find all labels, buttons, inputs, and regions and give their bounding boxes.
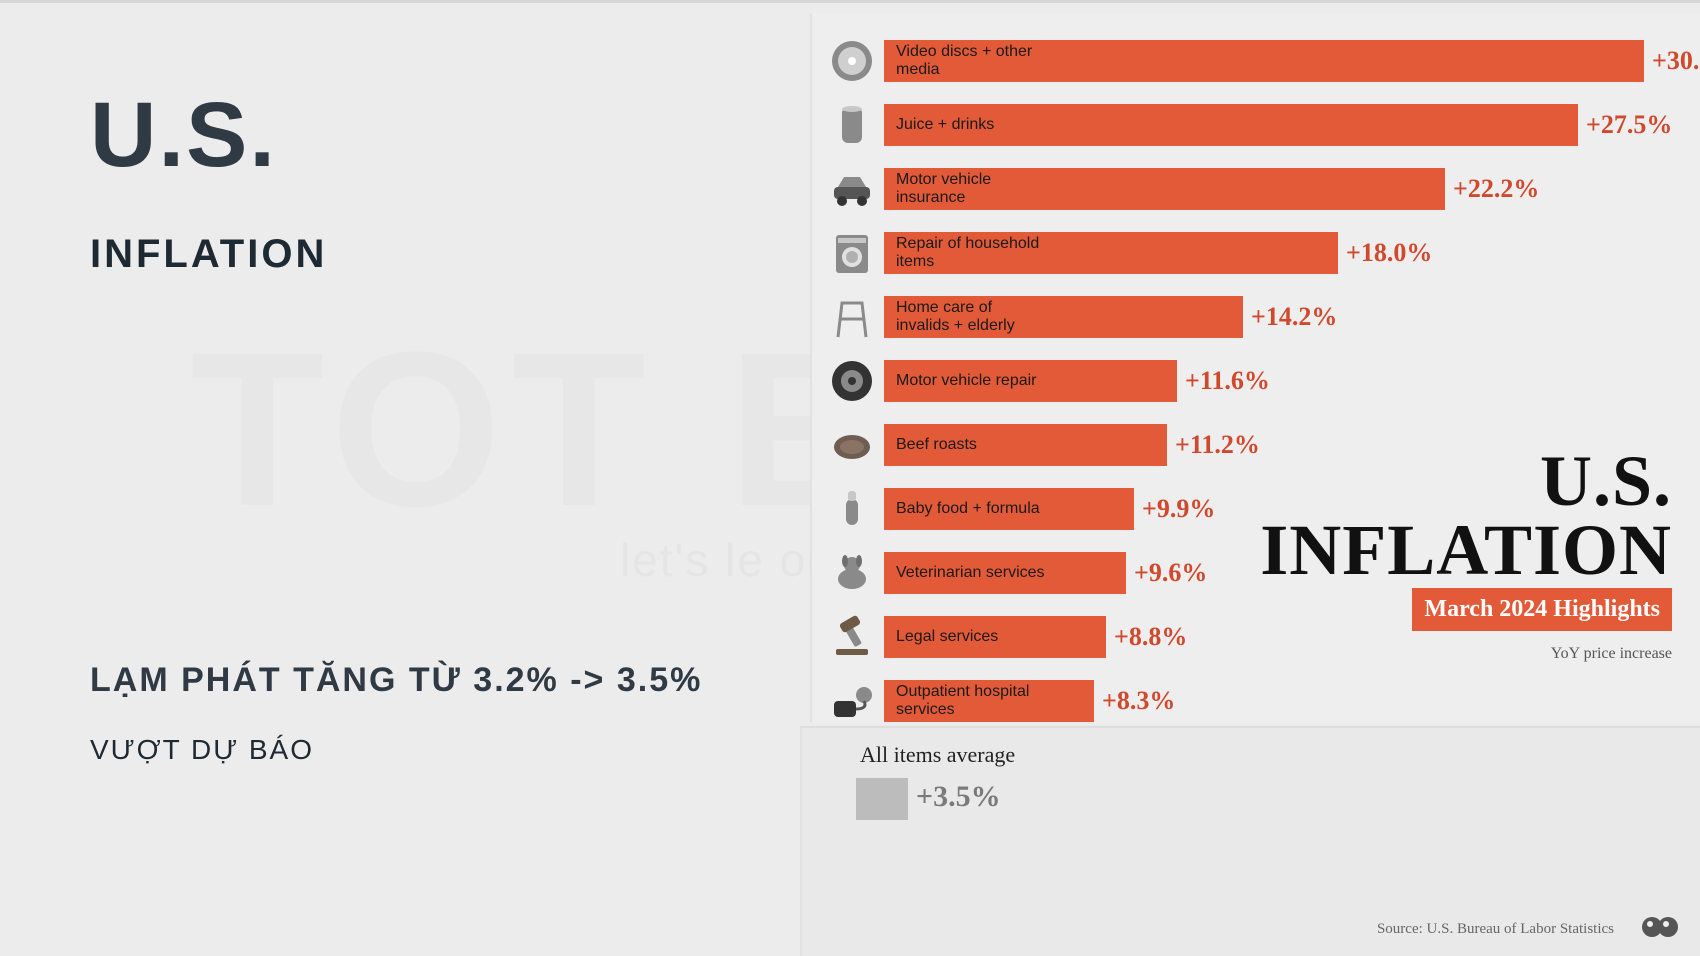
- left-footer: LẠM PHÁT TĂNG TỪ 3.2% -> 3.5% VƯỢT DỰ BÁ…: [90, 661, 702, 766]
- bp-icon: [820, 677, 884, 725]
- bar-label: Video discs + other media: [896, 40, 1046, 82]
- tire-icon: [820, 357, 884, 405]
- forecast-line: VƯỢT DỰ BÁO: [90, 734, 702, 766]
- bar-label: Motor vehicle insurance: [896, 168, 1046, 210]
- bar-value: +18.0%: [1346, 232, 1432, 274]
- logo-icon: [1638, 911, 1682, 946]
- bar-label: Legal services: [896, 616, 998, 658]
- bar-row: Video discs + other media+30.1%: [820, 31, 1680, 91]
- page-title: U.S.: [90, 83, 770, 188]
- bar-cell: Outpatient hospital services +8.3%: [884, 680, 1680, 722]
- inflation-change-line: LẠM PHÁT TĂNG TỪ 3.2% -> 3.5%: [90, 661, 702, 700]
- bar-row: Motor vehicle insurance +22.2%: [820, 159, 1680, 219]
- bar-cell: Juice + drinks +27.5%: [884, 104, 1680, 146]
- bar-row: Motor vehicle repair +11.6%: [820, 351, 1680, 411]
- average-label: All items average: [860, 742, 1015, 768]
- can-icon: [820, 101, 884, 149]
- bar-value: +27.5%: [1586, 104, 1672, 146]
- bar-value: +9.6%: [1134, 552, 1207, 594]
- bar-cell: Home care of invalids + elderly +14.2%: [884, 296, 1680, 338]
- bar-value: +22.2%: [1453, 168, 1539, 210]
- dog-icon: [820, 549, 884, 597]
- bar-value: +8.8%: [1114, 616, 1187, 658]
- bar-row: Outpatient hospital services +8.3%: [820, 671, 1680, 731]
- left-header: U.S. INFLATION: [90, 83, 770, 277]
- chart-title-block: U.S. INFLATION March 2024 Highlights YoY…: [1260, 447, 1672, 663]
- bar-cell: Video discs + other media+30.1%: [884, 40, 1680, 82]
- bar-value: +9.9%: [1142, 488, 1215, 530]
- bar-row: Juice + drinks +27.5%: [820, 95, 1680, 155]
- chart-footer: All items average +3.5% Source: U.S. Bur…: [800, 726, 1700, 956]
- chart-title-1: U.S.: [1260, 447, 1672, 515]
- bar-value: +30.1%: [1652, 40, 1700, 82]
- bar-value: +11.6%: [1185, 360, 1270, 402]
- chart-highlight-box: March 2024 Highlights: [1412, 588, 1672, 631]
- meat-icon: [820, 421, 884, 469]
- source-line: Source: U.S. Bureau of Labor Statistics: [1377, 921, 1614, 938]
- bottle-icon: [820, 485, 884, 533]
- bar-label: Motor vehicle repair: [896, 360, 1037, 402]
- gavel-icon: [820, 613, 884, 661]
- bar-value: +14.2%: [1251, 296, 1337, 338]
- bar-label: Beef roasts: [896, 424, 977, 466]
- bar-label: Baby food + formula: [896, 488, 1040, 530]
- bar-cell: Motor vehicle insurance +22.2%: [884, 168, 1680, 210]
- bar-label: Veterinarian services: [896, 552, 1045, 594]
- bar-value: +8.3%: [1102, 680, 1175, 722]
- bar-cell: Repair of household items +18.0%: [884, 232, 1680, 274]
- slide: TOT EU let's le ogeth U.S. INFLATION LẠM…: [0, 0, 1700, 956]
- page-subtitle: INFLATION: [90, 232, 770, 277]
- disc-icon: [820, 37, 884, 85]
- average-value: +3.5%: [916, 780, 1001, 814]
- bar-label: Home care of invalids + elderly: [896, 296, 1046, 338]
- bar-cell: Motor vehicle repair +11.6%: [884, 360, 1680, 402]
- inflation-bar-chart: Video discs + other media+30.1%Juice + d…: [810, 13, 1700, 723]
- chart-title-2: INFLATION: [1260, 516, 1672, 584]
- walker-icon: [820, 293, 884, 341]
- average-box: [856, 778, 908, 820]
- washer-icon: [820, 229, 884, 277]
- bar-label: Outpatient hospital services: [896, 680, 1046, 722]
- bar-label: Repair of household items: [896, 232, 1046, 274]
- bar-value: +11.2%: [1175, 424, 1260, 466]
- bar-row: Home care of invalids + elderly +14.2%: [820, 287, 1680, 347]
- bar-label: Juice + drinks: [896, 104, 994, 146]
- car-icon: [820, 165, 884, 213]
- chart-sublabel: YoY price increase: [1260, 645, 1672, 663]
- bar-row: Repair of household items +18.0%: [820, 223, 1680, 283]
